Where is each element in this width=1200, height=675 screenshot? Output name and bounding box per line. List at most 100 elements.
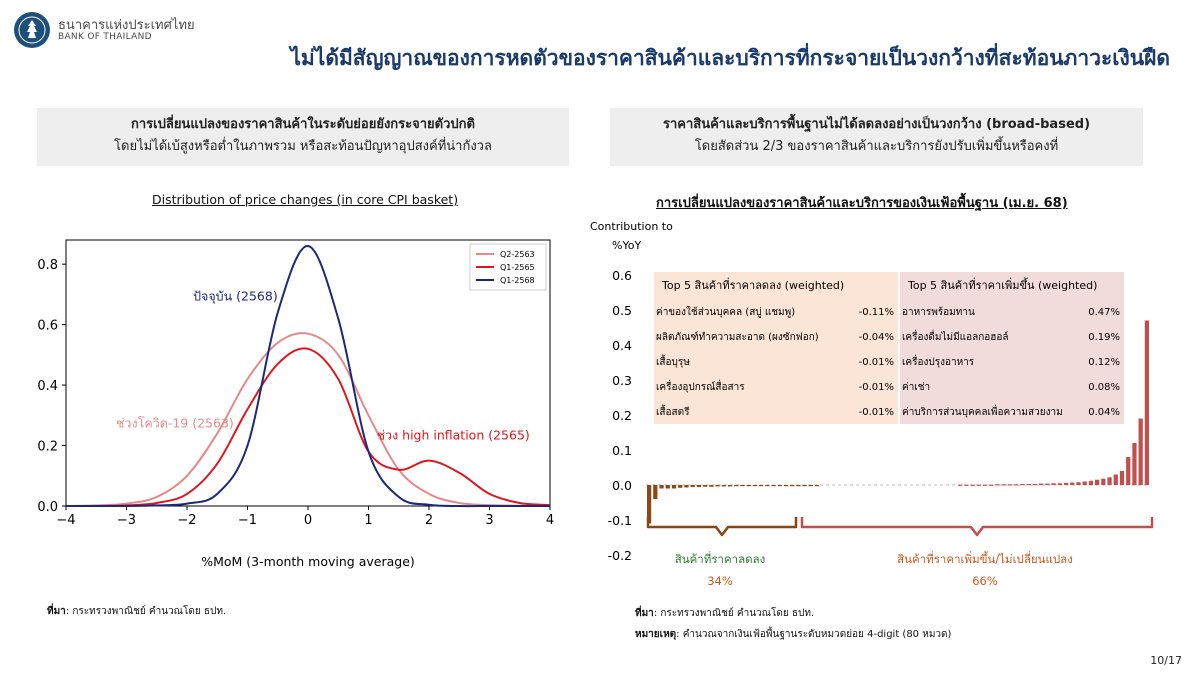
bar — [796, 485, 801, 487]
chart-annotation: ช่วงโควิด-19 (2563) — [116, 415, 234, 430]
top5-down-box: Top 5 สินค้าที่ราคาลดลง (weighted) ค่าของ… — [654, 272, 898, 424]
y-tick-label: 0.0 — [612, 478, 632, 493]
y-tick-label: 0.6 — [37, 319, 58, 334]
top5-down-box-item-label: เสื้อสตรี — [656, 404, 690, 418]
top5-down-box-item-value: -0.01% — [859, 407, 894, 418]
left-source-note: ที่มา: กระทรวงพาณิชย์ คำนวณโดย ธปท. — [47, 604, 226, 619]
bar — [665, 485, 670, 489]
bar — [995, 484, 1000, 486]
top5-up-box-item-value: 0.47% — [1088, 307, 1120, 318]
x-tick-label: −1 — [238, 513, 257, 528]
top5-down-box-item-label: เสื้อบุรุษ — [656, 354, 690, 368]
bar — [783, 485, 789, 487]
bar — [759, 485, 764, 487]
chart-annotation: ช่วง high inflation (2565) — [377, 428, 530, 443]
y-tick-label: 0.3 — [612, 373, 632, 388]
bar — [659, 485, 664, 489]
bar — [752, 485, 757, 487]
x-axis-label: %MoM (3-month moving average) — [201, 554, 415, 569]
bar — [1057, 483, 1062, 485]
bar — [808, 485, 813, 487]
bar — [976, 484, 981, 486]
x-tick-label: 1 — [364, 513, 372, 528]
legend-label: Q2-2563 — [500, 250, 535, 259]
y-tick-label: 0.2 — [37, 440, 58, 455]
bar — [1045, 483, 1050, 485]
top5-up-box-item-value: 0.08% — [1088, 382, 1120, 393]
chart-annotation: ปัจจุบัน (2568) — [193, 288, 278, 304]
group-share-increasing: 66% — [972, 574, 998, 588]
right-source-label: ที่มา — [635, 608, 654, 619]
top5-up-box-item-value: 0.12% — [1088, 357, 1120, 368]
bar — [1126, 457, 1131, 485]
bar — [690, 485, 695, 488]
x-tick-label: 4 — [546, 513, 554, 528]
x-tick-label: 2 — [425, 513, 433, 528]
bar — [1014, 484, 1019, 486]
bar — [964, 484, 969, 486]
bar — [1095, 479, 1100, 485]
y-tick-label: 0.8 — [37, 258, 58, 273]
x-tick-label: −2 — [177, 513, 196, 528]
bar — [989, 484, 994, 486]
bar — [1051, 483, 1056, 485]
right-source-text: : กระทรวงพาณิชย์ คำนวณโดย ธปท. — [653, 608, 815, 619]
bar — [1032, 483, 1037, 486]
top5-down-box-item-value: -0.01% — [859, 357, 894, 368]
bar — [1138, 418, 1143, 485]
top5-down-box-item-value: -0.11% — [859, 307, 894, 318]
bar — [958, 484, 963, 486]
group-label-increasing: สินค้าที่ราคาเพิ่มขึ้น/ไม่เปลี่ยนแปลง — [897, 551, 1073, 566]
y-tick-label: 0.2 — [612, 408, 632, 423]
bar — [703, 485, 708, 487]
y-tick-label: -0.1 — [608, 513, 632, 528]
left-chart-title: Distribution of price changes (in core C… — [152, 192, 459, 207]
group-label-decreasing: สินค้าที่ราคาลดลง — [675, 551, 766, 566]
series-line-q2-2563 — [65, 332, 551, 507]
left-heading-line1: การเปลี่ยนแปลงของราคาสินค้าในระดับย่อยยั… — [131, 117, 475, 132]
y-tick-label: 0.4 — [37, 379, 58, 394]
bar — [721, 485, 726, 487]
top5-up-box-title: Top 5 สินค้าที่ราคาเพิ่มขึ้น (weighted) — [907, 277, 1097, 292]
bot-logo-icon — [14, 12, 50, 48]
bar — [1063, 482, 1069, 485]
bar — [1020, 483, 1025, 486]
brand-name-english: BANK OF THAILAND — [58, 32, 152, 42]
y-axis-label-line2: %YoY — [612, 239, 641, 252]
bar — [802, 485, 807, 487]
bar — [765, 485, 770, 487]
y-axis-label-line1: Contribution to — [590, 220, 673, 233]
bar — [653, 485, 658, 499]
bar — [727, 485, 733, 487]
bar — [1119, 471, 1125, 485]
top5-up-box-item-label: ค่าบริการส่วนบุคคลเพื่อความสวยงาม — [902, 404, 1063, 418]
left-panel-heading: การเปลี่ยนแปลงของราคาสินค้าในระดับย่อยยั… — [37, 108, 569, 166]
top5-down-box-item-value: -0.04% — [859, 332, 894, 343]
contribution-bar-chart: Contribution to %YoY 0.6 0.5 0.4 0.3 0.2 0.1 0.0… — [590, 220, 1154, 588]
right-chart-title: การเปลี่ยนแปลงของราคาสินค้าและบริการของเ… — [656, 196, 1068, 211]
top5-down-box-title: Top 5 สินค้าที่ราคาลดลง (weighted) — [661, 277, 844, 292]
bar — [1107, 477, 1112, 485]
bar — [709, 485, 714, 487]
y-tick-label: -0.2 — [608, 548, 632, 563]
brace-decreasing — [646, 517, 798, 537]
right-source-note: ที่มา: กระทรวงพาณิชย์ คำนวณโดย ธปท. — [635, 606, 814, 621]
legend-label: Q1-2565 — [500, 263, 535, 272]
bar — [1088, 480, 1093, 485]
y-tick-label: 0.4 — [612, 338, 632, 353]
bar — [790, 485, 795, 487]
top5-up-box-item-label: เครื่องดื่มไม่มีแอลกอฮอล์ — [902, 329, 1009, 343]
bar — [1082, 481, 1087, 485]
top5-up-box-item-label: ค่าเช่า — [902, 382, 930, 393]
page-number: 10/17 — [1150, 654, 1182, 667]
top5-up-box-item-value: 0.19% — [1088, 332, 1120, 343]
bar — [970, 484, 975, 486]
bar — [647, 485, 652, 524]
bar — [671, 485, 677, 489]
x-tick-label: 3 — [485, 513, 493, 528]
bar — [1144, 320, 1149, 485]
bar — [1007, 484, 1013, 486]
right-heading-line1: ราคาสินค้าและบริการพื้นฐานไม่ได้ลดลงอย่า… — [662, 117, 1091, 132]
x-tick-label: −4 — [56, 513, 75, 528]
bar — [1026, 483, 1031, 486]
